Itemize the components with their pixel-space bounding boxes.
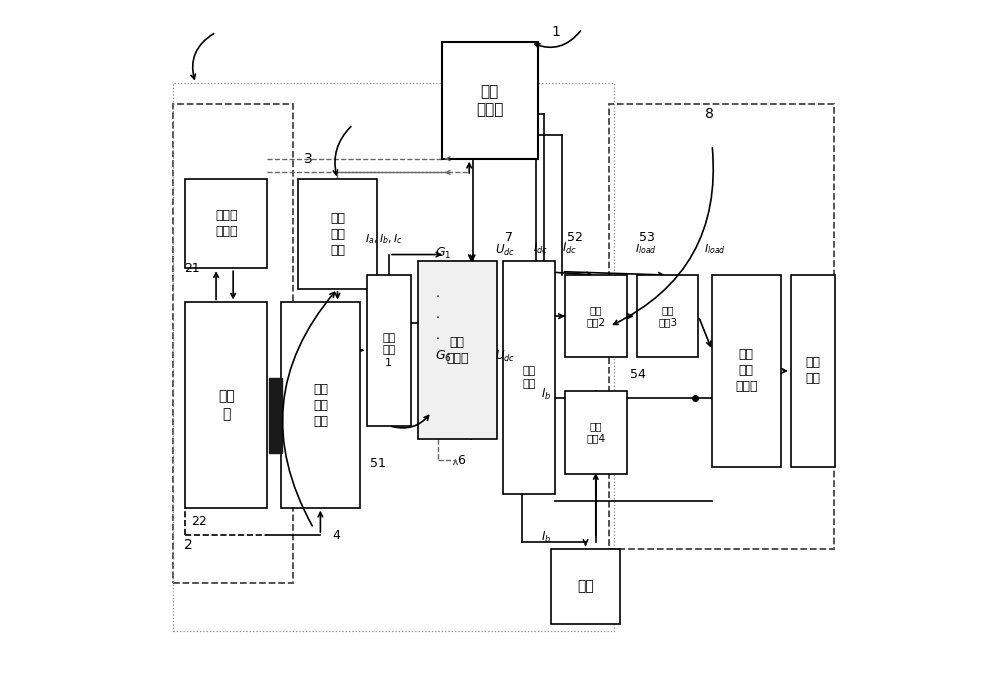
Text: 52: 52 — [567, 232, 583, 245]
FancyBboxPatch shape — [637, 275, 698, 357]
Bar — [609, 104, 834, 549]
Text: $U_{dc}$: $U_{dc}$ — [495, 349, 515, 364]
Text: 永磁
同步
电机: 永磁 同步 电机 — [313, 383, 328, 427]
Text: $I_b$: $I_b$ — [541, 530, 551, 545]
Text: $I_a,I_b,I_c$: $I_a,I_b,I_c$ — [365, 232, 402, 247]
Bar — [269, 378, 282, 453]
Text: 51: 51 — [370, 457, 386, 470]
Text: $\cdot$: $\cdot$ — [435, 310, 440, 323]
Text: 电压
检测: 电压 检测 — [522, 366, 536, 389]
Text: 电池: 电池 — [577, 579, 594, 594]
Text: 53: 53 — [639, 232, 655, 245]
Text: 7: 7 — [505, 232, 513, 245]
Text: 3: 3 — [304, 152, 312, 166]
Text: 6: 6 — [458, 453, 465, 466]
Text: 8: 8 — [705, 107, 714, 121]
Text: $\cdot$: $\cdot$ — [435, 330, 440, 344]
Text: $I_{dc}$: $I_{dc}$ — [562, 241, 577, 256]
FancyBboxPatch shape — [298, 179, 377, 289]
Text: 2: 2 — [184, 538, 193, 552]
Text: 驱动
电机: 驱动 电机 — [806, 357, 821, 385]
Text: 电流
检测4: 电流 检测4 — [586, 421, 605, 444]
Text: 电流
检测2: 电流 检测2 — [586, 305, 605, 327]
Text: $I_b$: $I_b$ — [541, 387, 551, 402]
Bar — [173, 104, 293, 583]
FancyBboxPatch shape — [367, 275, 411, 426]
FancyBboxPatch shape — [185, 302, 267, 508]
Text: 发动机
控制器: 发动机 控制器 — [215, 210, 238, 238]
FancyBboxPatch shape — [418, 261, 497, 439]
FancyBboxPatch shape — [442, 43, 538, 159]
Text: 电流
检测
1: 电流 检测 1 — [382, 333, 395, 368]
Text: $G_6$: $G_6$ — [435, 349, 452, 364]
Bar — [173, 84, 614, 631]
Text: $I_{load}$: $I_{load}$ — [635, 242, 657, 256]
FancyBboxPatch shape — [551, 549, 620, 624]
Text: 4: 4 — [332, 529, 340, 542]
Text: 电机
控制器: 电机 控制器 — [446, 336, 468, 365]
FancyBboxPatch shape — [185, 179, 267, 268]
Text: 增程
控制器: 增程 控制器 — [476, 84, 503, 117]
FancyBboxPatch shape — [791, 275, 835, 466]
Text: 转子
位置
检测: 转子 位置 检测 — [330, 212, 345, 256]
Text: 电流
检测3: 电流 检测3 — [658, 305, 677, 327]
Text: 22: 22 — [191, 515, 206, 528]
Text: $\cdot$: $\cdot$ — [435, 289, 440, 302]
FancyBboxPatch shape — [503, 261, 555, 494]
Text: $G_1$: $G_1$ — [435, 247, 451, 261]
Text: $I_{dc}$: $I_{dc}$ — [533, 241, 548, 256]
Text: 驱动
电机
控制器: 驱动 电机 控制器 — [735, 348, 758, 394]
FancyBboxPatch shape — [565, 275, 627, 357]
Text: 1: 1 — [551, 25, 560, 39]
Text: $I_{load}$: $I_{load}$ — [704, 242, 726, 256]
Text: 54: 54 — [630, 368, 646, 381]
Text: 21: 21 — [184, 262, 200, 275]
FancyBboxPatch shape — [281, 302, 360, 508]
FancyBboxPatch shape — [565, 392, 627, 473]
Text: $U_{dc}$: $U_{dc}$ — [495, 243, 515, 258]
FancyBboxPatch shape — [712, 275, 781, 466]
Text: 发动
机: 发动 机 — [218, 390, 235, 420]
